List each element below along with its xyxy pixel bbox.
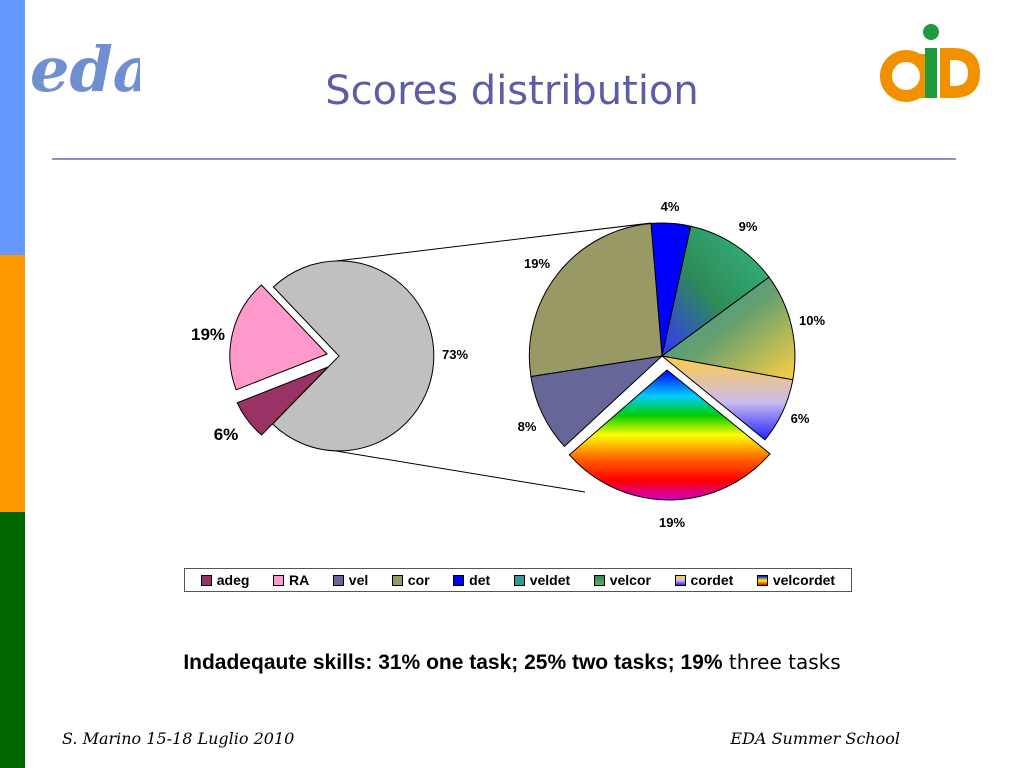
secondary-pie-slice-cor bbox=[528, 222, 663, 378]
main-pie-slice-adeg bbox=[236, 366, 329, 436]
summary-bold: Indadeqaute skills: 31% one task; 25% tw… bbox=[183, 651, 723, 674]
footer-location-date: S. Marino 15-18 Luglio 2010 bbox=[62, 729, 295, 748]
summary-text: Indadeqaute skills: 31% one task; 25% tw… bbox=[0, 650, 1024, 675]
legend-swatch bbox=[674, 574, 686, 586]
label-secondary-cor: 19% bbox=[524, 256, 550, 271]
legend-item-veldet: veldet bbox=[513, 572, 570, 588]
legend-item-velcordet: velcordet bbox=[756, 572, 835, 588]
pie-of-pie-chart: 19% 6% 73% 4% 9% 10% 6% 19% 8% 19% bbox=[191, 199, 825, 530]
legend-swatch bbox=[756, 574, 768, 586]
legend-swatch bbox=[513, 574, 525, 586]
main-pie-slice-other bbox=[271, 260, 435, 452]
legend-item-cor: cor bbox=[391, 572, 430, 588]
connector-line-bottom bbox=[335, 450, 586, 493]
slide-title: Scores distribution bbox=[325, 68, 699, 114]
legend-item-velcor: velcor bbox=[593, 572, 651, 588]
label-secondary-det: 4% bbox=[661, 199, 680, 214]
label-secondary-veldet: 9% bbox=[739, 219, 758, 234]
connector-line-top bbox=[335, 222, 652, 262]
legend-swatch bbox=[273, 574, 284, 586]
legend-item-vel: vel bbox=[332, 572, 368, 588]
label-secondary-velcor: 10% bbox=[799, 313, 825, 328]
secondary-pie-slice-velcor bbox=[660, 276, 796, 381]
legend-swatch bbox=[593, 574, 605, 586]
legend-swatch bbox=[200, 574, 212, 586]
label-secondary-vel: 8% bbox=[518, 419, 537, 434]
legend-swatch bbox=[332, 574, 344, 586]
aid-logo bbox=[878, 18, 988, 108]
chart-legend: adeg RA vel cor det veldet velcor cordet… bbox=[184, 568, 852, 592]
legend-item-ra: RA bbox=[273, 572, 309, 588]
left-accent-bar-orange bbox=[0, 255, 25, 512]
main-pie-slice-ra bbox=[229, 284, 328, 391]
label-main-ra: 19% bbox=[191, 325, 225, 344]
footer-event: EDA Summer School bbox=[730, 729, 900, 748]
eda-logo: eda bbox=[30, 33, 140, 105]
svg-text:eda: eda bbox=[30, 33, 140, 105]
label-secondary-velcordet: 19% bbox=[659, 515, 685, 530]
legend-item-cordet: cordet bbox=[674, 572, 733, 588]
legend-item-adeg: adeg bbox=[200, 572, 249, 588]
left-accent-bar-green bbox=[0, 512, 25, 768]
label-main-adeg: 6% bbox=[214, 425, 239, 444]
secondary-pie-slice-velcordet bbox=[568, 369, 771, 501]
label-secondary-cordet: 6% bbox=[791, 411, 810, 426]
secondary-pie-slice-vel bbox=[530, 355, 664, 448]
legend-swatch bbox=[453, 574, 465, 586]
legend-swatch bbox=[391, 574, 403, 586]
secondary-pie-slice-veldet bbox=[661, 225, 770, 358]
summary-plain: three tasks bbox=[722, 650, 841, 674]
secondary-pie-slice-cordet bbox=[661, 355, 794, 441]
label-main-other: 73% bbox=[442, 347, 468, 362]
left-accent-bar-blue bbox=[0, 0, 25, 255]
legend-item-det: det bbox=[453, 572, 490, 588]
title-divider bbox=[52, 158, 956, 160]
